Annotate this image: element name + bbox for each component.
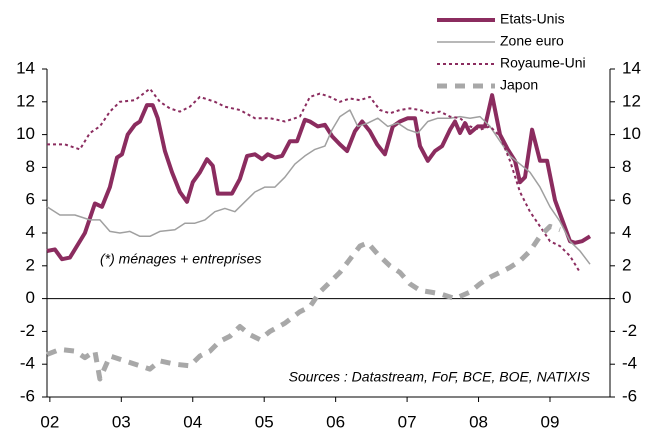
x-tick-label: 05 [255, 412, 274, 431]
y2-tick-label: 12 [622, 91, 641, 110]
y-tick-label: 14 [16, 58, 35, 77]
y2-tick-label: 6 [622, 190, 631, 209]
y-tick-label: 4 [26, 222, 35, 241]
y-tick-label: 10 [16, 124, 35, 143]
y2-tick-label: 10 [622, 124, 641, 143]
x-tick-label: 04 [183, 412, 202, 431]
y2-tick-label: 2 [622, 255, 631, 274]
y-tick-label: 8 [26, 157, 35, 176]
y2-tick-label: 4 [622, 222, 631, 241]
x-tick-label: 09 [541, 412, 560, 431]
y-tick-label: 2 [26, 255, 35, 274]
x-tick-label: 08 [469, 412, 488, 431]
y-tick-label: 6 [26, 190, 35, 209]
y-tick-label: -6 [20, 386, 35, 405]
series-line [46, 109, 591, 265]
legend-label: Zone euro [500, 33, 564, 49]
x-tick-label: 03 [112, 412, 131, 431]
annotation: (*) ménages + entreprises [100, 251, 261, 267]
legend-label: Japon [500, 77, 538, 93]
x-tick-label: 06 [326, 412, 345, 431]
annotation: Sources : Datastream, FoF, BCE, BOE, NAT… [289, 369, 591, 385]
y2-tick-label: 14 [622, 58, 641, 77]
y-tick-label: -2 [20, 321, 35, 340]
legend-label: Etats-Unis [500, 11, 565, 27]
series-line [47, 87, 581, 273]
legend-label: Royaume-Uni [500, 55, 586, 71]
y-tick-label: 0 [26, 288, 35, 307]
y2-tick-label: -6 [622, 386, 637, 405]
series-line [46, 93, 592, 262]
y2-tick-label: -4 [622, 354, 637, 373]
y2-tick-label: 8 [622, 157, 631, 176]
series-line [46, 223, 561, 382]
y-tick-label: -4 [20, 354, 35, 373]
y2-tick-label: -2 [622, 321, 637, 340]
x-tick-label: 07 [398, 412, 417, 431]
x-tick-label: 02 [40, 412, 59, 431]
y2-tick-label: 0 [622, 288, 631, 307]
y-tick-label: 12 [16, 91, 35, 110]
